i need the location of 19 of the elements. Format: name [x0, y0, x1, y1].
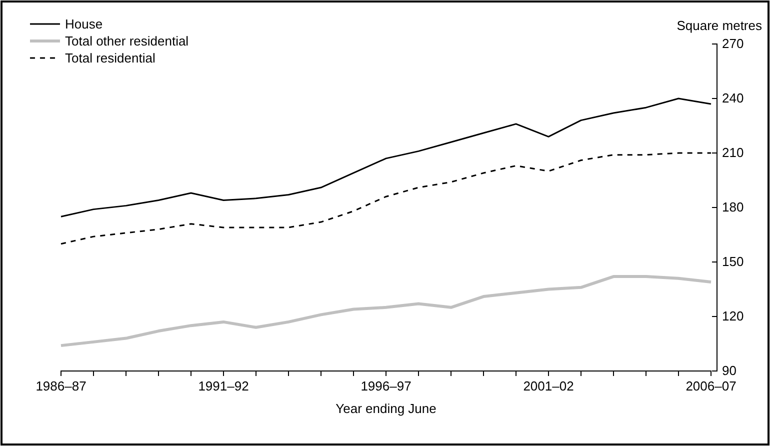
y-tick-label: 180 — [722, 200, 744, 215]
x-tick-label: 2001–02 — [523, 378, 574, 394]
x-tick-label: 2006–07 — [686, 378, 736, 394]
y-tick-label: 120 — [722, 308, 744, 324]
line-series — [60, 98, 712, 218]
x-tick-label: 1996–97 — [360, 378, 412, 394]
legend-label: House — [65, 16, 103, 32]
line-series — [60, 275, 712, 348]
y-tick-label: 240 — [722, 90, 744, 106]
x-tick-label: 1991–92 — [198, 378, 249, 394]
y-tick-label: 150 — [722, 254, 744, 270]
y-tick-label: 90 — [722, 363, 736, 378]
legend-label: Total residential — [65, 50, 156, 66]
x-tick-label: 1986–87 — [36, 378, 86, 394]
y-axis-title: Square metres — [676, 18, 762, 33]
y-tick-label: 270 — [722, 36, 744, 52]
x-axis-title: Year ending June — [336, 401, 436, 416]
y-tick-label: 210 — [722, 145, 744, 160]
legend-label: Total other residential — [65, 34, 189, 49]
